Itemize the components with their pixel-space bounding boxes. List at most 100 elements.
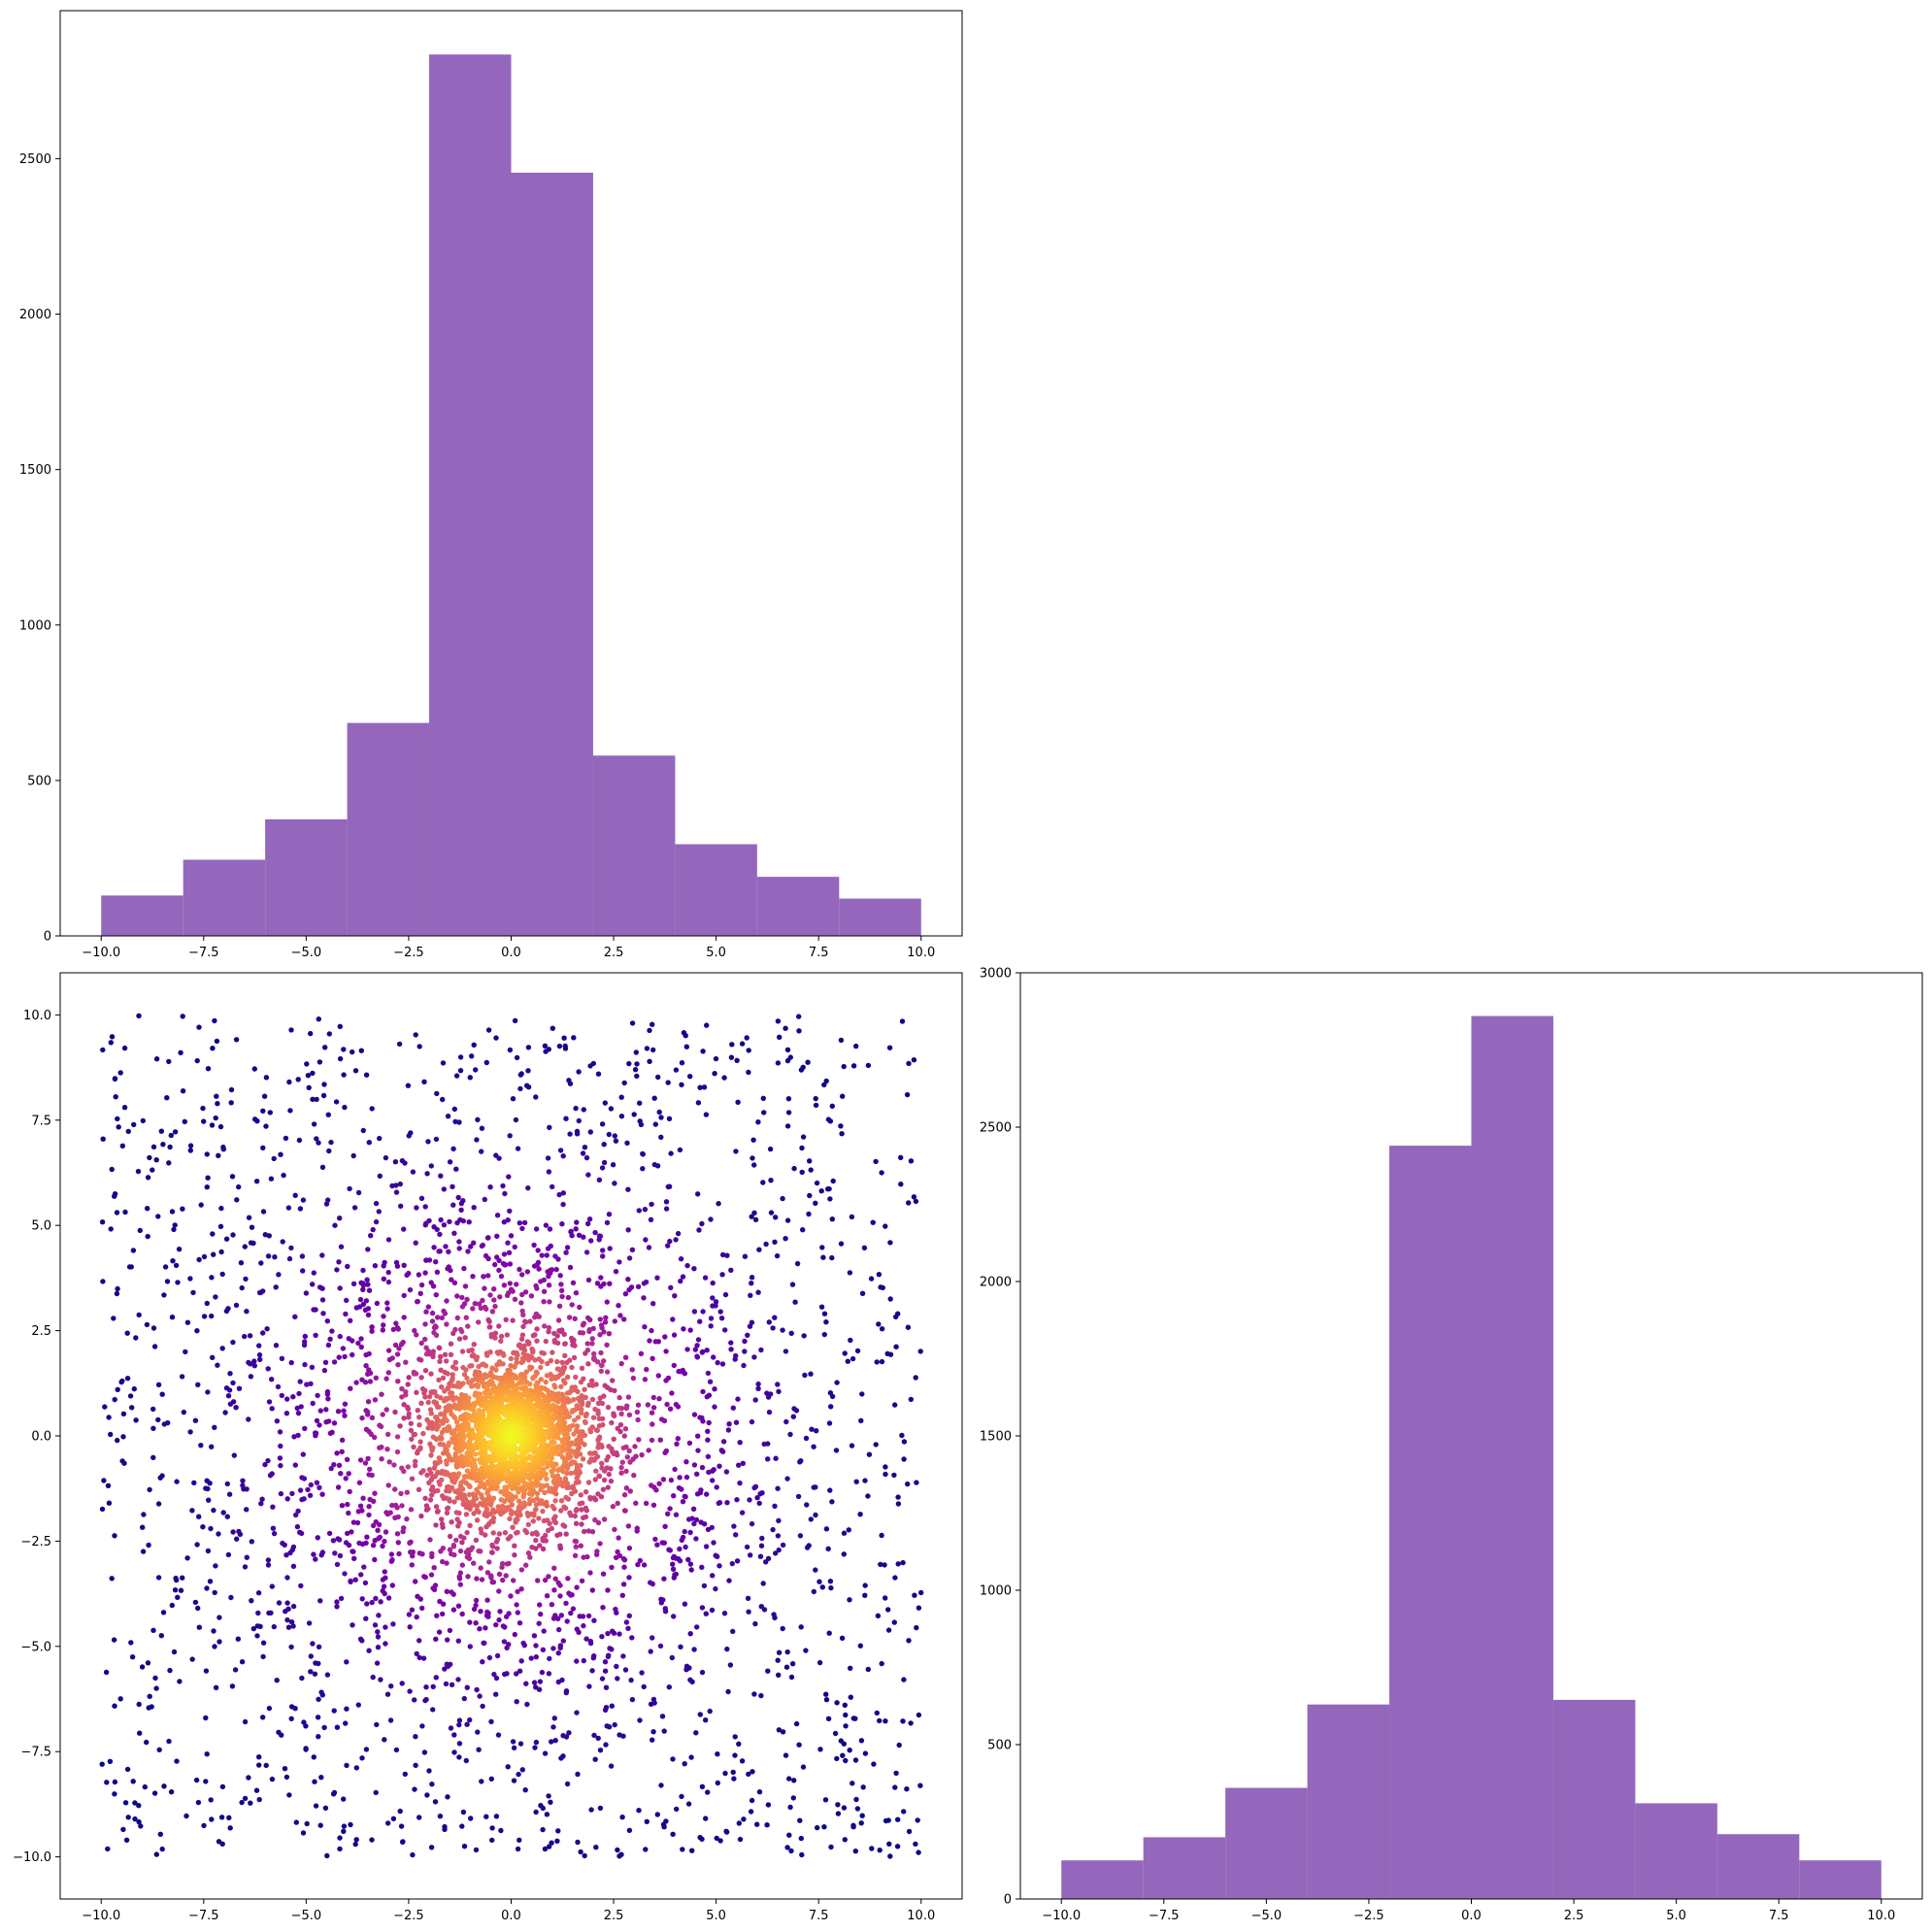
- scatter-point: [187, 1143, 194, 1149]
- scatter-point: [551, 1339, 558, 1346]
- scatter-point: [693, 1536, 699, 1542]
- scatter-point: [365, 1312, 372, 1318]
- scatter-point: [825, 1186, 831, 1192]
- scatter-point: [859, 1290, 866, 1297]
- scatter-point: [184, 1319, 191, 1325]
- x-tick-label: −5.0: [291, 946, 322, 960]
- scatter-point: [559, 1221, 565, 1227]
- scatter-point: [418, 1375, 424, 1381]
- scatter-point: [594, 1549, 600, 1554]
- scatter-point: [555, 1828, 561, 1834]
- scatter-point: [531, 1449, 537, 1455]
- scatter-point: [598, 1349, 604, 1356]
- scatter-point: [424, 1171, 430, 1177]
- scatter-point: [729, 1042, 735, 1048]
- scatter-point: [565, 1374, 571, 1381]
- scatter-point: [862, 1582, 868, 1588]
- scatter-point: [398, 1203, 404, 1210]
- scatter-point: [673, 1067, 680, 1073]
- scatter-point: [650, 1047, 656, 1053]
- scatter-point: [838, 1241, 845, 1247]
- scatter-point: [285, 1624, 292, 1630]
- scatter-point: [649, 1482, 654, 1488]
- scatter-point: [136, 1013, 142, 1019]
- scatter-point: [697, 1712, 703, 1717]
- scatter-point: [310, 1400, 316, 1407]
- scatter-point: [576, 1117, 582, 1124]
- scatter-point: [337, 1216, 343, 1221]
- scatter-point: [714, 1835, 719, 1842]
- scatter-point: [727, 1662, 734, 1668]
- scatter-point: [406, 1375, 412, 1381]
- scatter-point: [436, 1629, 443, 1635]
- scatter-point: [723, 1828, 729, 1835]
- scatter-point: [708, 1323, 714, 1329]
- scatter-point: [382, 1737, 387, 1743]
- scatter-point: [438, 1367, 444, 1373]
- scatter-point: [541, 1628, 547, 1634]
- scatter-point: [369, 1415, 376, 1421]
- scatter-point: [256, 1351, 263, 1358]
- scatter-point: [896, 1742, 902, 1749]
- scatter-point: [301, 1476, 308, 1482]
- scatter-point: [546, 1574, 551, 1580]
- scatter-point: [330, 1538, 337, 1544]
- scatter-point: [878, 1284, 883, 1290]
- scatter-point: [695, 1191, 701, 1197]
- scatter-point: [485, 1255, 491, 1262]
- scatter-point: [745, 1595, 751, 1602]
- scatter-point: [171, 1226, 177, 1233]
- scatter-point: [486, 1318, 492, 1324]
- scatter-point: [622, 1354, 629, 1360]
- scatter-point: [239, 1284, 245, 1291]
- scatter-point: [634, 1409, 641, 1416]
- scatter-point: [475, 1116, 481, 1123]
- scatter-point: [219, 1841, 225, 1848]
- scatter-point: [345, 1530, 350, 1537]
- scatter-point: [791, 1778, 797, 1783]
- scatter-point: [215, 1101, 220, 1107]
- scatter-point: [469, 1053, 475, 1059]
- scatter-point: [434, 1269, 441, 1276]
- scatter-point: [481, 1274, 486, 1280]
- scatter-point: [739, 1041, 746, 1047]
- scatter-point: [298, 1404, 304, 1410]
- scatter-point: [411, 1444, 416, 1450]
- scatter-point: [560, 1733, 566, 1739]
- scatter-point: [477, 1693, 483, 1699]
- scatter-point: [904, 1786, 910, 1792]
- scatter-point: [155, 1214, 161, 1219]
- scatter-point: [584, 1341, 590, 1347]
- scatter-point: [617, 1313, 623, 1318]
- scatter-point: [425, 1399, 431, 1406]
- scatter-point: [589, 1336, 595, 1342]
- scatter-point: [672, 1466, 678, 1473]
- scatter-point: [827, 1487, 833, 1493]
- scatter-point: [288, 1359, 294, 1366]
- scatter-point: [207, 1481, 213, 1486]
- scatter-point: [668, 1284, 674, 1291]
- scatter-point: [511, 1745, 517, 1751]
- scatter-point: [426, 1393, 433, 1400]
- scatter-point: [598, 1368, 604, 1375]
- scatter-point: [462, 1335, 468, 1341]
- scatter-point: [516, 1837, 522, 1844]
- scatter-point: [413, 1579, 418, 1584]
- scatter-point: [800, 1134, 807, 1140]
- scatter-point: [324, 1391, 331, 1397]
- scatter-point: [450, 1183, 455, 1190]
- scatter-point: [784, 1047, 791, 1053]
- scatter-point: [601, 1329, 607, 1335]
- scatter-point: [358, 1572, 364, 1578]
- scatter-point: [605, 1404, 612, 1411]
- scatter-point: [179, 1374, 185, 1380]
- scatter-point: [391, 1462, 397, 1468]
- scatter-point: [525, 1084, 532, 1090]
- scatter-point: [581, 1107, 586, 1113]
- scatter-point: [436, 1423, 442, 1429]
- scatter-point: [728, 1267, 734, 1274]
- scatter-point: [413, 1762, 418, 1769]
- scatter-point: [684, 1262, 690, 1269]
- scatter-point: [520, 1323, 526, 1330]
- scatter-point: [384, 1300, 390, 1306]
